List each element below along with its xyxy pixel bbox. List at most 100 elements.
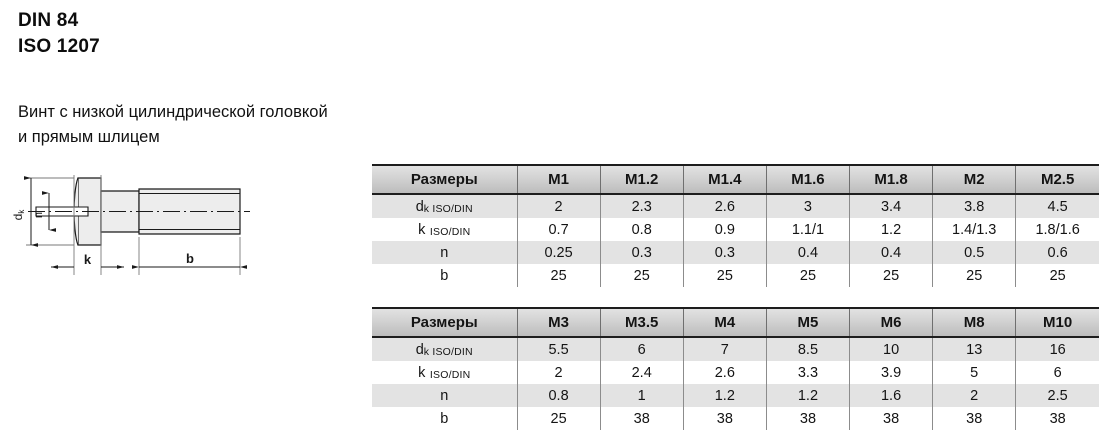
col-header-m1-4: M1.4 [683, 165, 767, 195]
col-header-m6: M6 [849, 308, 934, 338]
col-header-m1-8: M1.8 [849, 165, 934, 195]
col-header-m8: M8 [932, 308, 1017, 338]
row-label-n: n [372, 241, 518, 264]
col-header-m3: M3 [517, 308, 601, 338]
standard-din-label: DIN 84 [18, 10, 79, 31]
row-label-dk: dk ISO/DIN [372, 337, 518, 361]
screw-technical-drawing: dk n k b [6, 163, 266, 298]
standard-titles: DIN 84 ISO 1207 [18, 8, 348, 60]
table-row: b 25 38 38 38 38 38 38 [372, 407, 1099, 430]
cell-dk-m2-5: 4.5 [1015, 194, 1099, 218]
cell-b-m2-5: 25 [1015, 264, 1099, 287]
row-label-n: n [372, 384, 518, 407]
cell-k-m6: 3.9 [849, 361, 934, 384]
product-description-line-1: Винт с низкой цилиндрической головкой [18, 103, 328, 121]
cell-b-m10: 38 [1015, 407, 1099, 430]
cell-dk-m1-8: 3.4 [849, 194, 934, 218]
spec-table-2: Размеры M3 M3.5 M4 M5 M6 M8 M10 dk ISO/D… [372, 307, 1099, 430]
col-header-m3-5: M3.5 [600, 308, 684, 338]
cell-dk-m1-6: 3 [766, 194, 851, 218]
table-row: k ISO/DIN 0.7 0.8 0.9 1.1/1 1.2 1.4/1.3 … [372, 218, 1099, 241]
row-label-b: b [372, 407, 518, 430]
cell-k-m3: 2 [517, 361, 601, 384]
cell-n-m8: 2 [932, 384, 1017, 407]
cell-b-m1-6: 25 [766, 264, 851, 287]
cell-k-m5: 3.3 [766, 361, 851, 384]
cell-dk-m2: 3.8 [932, 194, 1017, 218]
cell-dk-m10: 16 [1015, 337, 1099, 361]
cell-k-m1-6: 1.1/1 [766, 218, 851, 241]
table-row: dk ISO/DIN 5.5 6 7 8.5 10 13 16 [372, 337, 1099, 361]
cell-dk-m3: 5.5 [517, 337, 601, 361]
cell-n-m1-8: 0.4 [849, 241, 934, 264]
cell-n-m2-5: 0.6 [1015, 241, 1099, 264]
cell-n-m4: 1.2 [683, 384, 767, 407]
cell-dk-m1-2: 2.3 [600, 194, 684, 218]
cell-n-m1: 0.25 [517, 241, 601, 264]
dim-label-b: b [186, 251, 194, 266]
col-header-m2: M2 [932, 165, 1017, 195]
col-header-m1-6: M1.6 [766, 165, 851, 195]
cell-k-m10: 6 [1015, 361, 1099, 384]
cell-n-m1-2: 0.3 [600, 241, 684, 264]
col-header-dimensions: Размеры [372, 165, 518, 195]
cell-b-m4: 38 [683, 407, 767, 430]
row-label-k: k ISO/DIN [372, 361, 518, 384]
cell-b-m1: 25 [517, 264, 601, 287]
product-description-line-2: и прямым шлицем [18, 128, 160, 146]
col-header-m5: M5 [766, 308, 851, 338]
product-description: Винт с низкой цилиндрической головкой и … [18, 100, 358, 150]
cell-k-m1-2: 0.8 [600, 218, 684, 241]
cell-b-m2: 25 [932, 264, 1017, 287]
cell-k-m2-5: 1.8/1.6 [1015, 218, 1099, 241]
cell-b-m5: 38 [766, 407, 851, 430]
cell-k-m1-4: 0.9 [683, 218, 767, 241]
dim-label-dk: dk [11, 209, 26, 221]
col-header-m10: M10 [1015, 308, 1099, 338]
cell-b-m1-2: 25 [600, 264, 684, 287]
row-label-b: b [372, 264, 518, 287]
cell-b-m8: 38 [932, 407, 1017, 430]
spec-table-1-container: Размеры M1 M1.2 M1.4 M1.6 M1.8 M2 M2.5 d… [372, 164, 1099, 287]
cell-n-m1-6: 0.4 [766, 241, 851, 264]
standard-iso-label: ISO 1207 [18, 36, 100, 57]
col-header-m4: M4 [683, 308, 767, 338]
col-header-m1-2: M1.2 [600, 165, 684, 195]
cell-n-m3-5: 1 [600, 384, 684, 407]
dim-label-n: n [33, 212, 45, 218]
cell-n-m2: 0.5 [932, 241, 1017, 264]
cell-dk-m8: 13 [932, 337, 1017, 361]
row-label-dk: dk ISO/DIN [372, 194, 518, 218]
table-row: dk ISO/DIN 2 2.3 2.6 3 3.4 3.8 4.5 [372, 194, 1099, 218]
cell-b-m1-8: 25 [849, 264, 934, 287]
cell-dk-m1-4: 2.6 [683, 194, 767, 218]
table-row: k ISO/DIN 2 2.4 2.6 3.3 3.9 5 6 [372, 361, 1099, 384]
cell-k-m3-5: 2.4 [600, 361, 684, 384]
cell-n-m10: 2.5 [1015, 384, 1099, 407]
screw-body-geometry [35, 177, 241, 246]
dim-label-k: k [84, 252, 92, 267]
cell-b-m6: 38 [849, 407, 934, 430]
spec-table-1: Размеры M1 M1.2 M1.4 M1.6 M1.8 M2 M2.5 d… [372, 164, 1099, 287]
cell-k-m4: 2.6 [683, 361, 767, 384]
table-header-row: Размеры M1 M1.2 M1.4 M1.6 M1.8 M2 M2.5 [372, 165, 1099, 195]
cell-n-m1-4: 0.3 [683, 241, 767, 264]
cell-dk-m1: 2 [517, 194, 601, 218]
col-header-m1: M1 [517, 165, 601, 195]
spec-table-2-container: Размеры M3 M3.5 M4 M5 M6 M8 M10 dk ISO/D… [372, 307, 1099, 430]
table-row: n 0.25 0.3 0.3 0.4 0.4 0.5 0.6 [372, 241, 1099, 264]
cell-dk-m6: 10 [849, 337, 934, 361]
table-row: b 25 25 25 25 25 25 25 [372, 264, 1099, 287]
cell-k-m8: 5 [932, 361, 1017, 384]
cell-n-m6: 1.6 [849, 384, 934, 407]
table-header-row: Размеры M3 M3.5 M4 M5 M6 M8 M10 [372, 308, 1099, 338]
cell-n-m5: 1.2 [766, 384, 851, 407]
cell-k-m2: 1.4/1.3 [932, 218, 1017, 241]
cell-dk-m4: 7 [683, 337, 767, 361]
cell-n-m3: 0.8 [517, 384, 601, 407]
col-header-dimensions: Размеры [372, 308, 518, 338]
cell-b-m3-5: 38 [600, 407, 684, 430]
cell-dk-m5: 8.5 [766, 337, 851, 361]
cell-k-m1-8: 1.2 [849, 218, 934, 241]
col-header-m2-5: M2.5 [1015, 165, 1099, 195]
